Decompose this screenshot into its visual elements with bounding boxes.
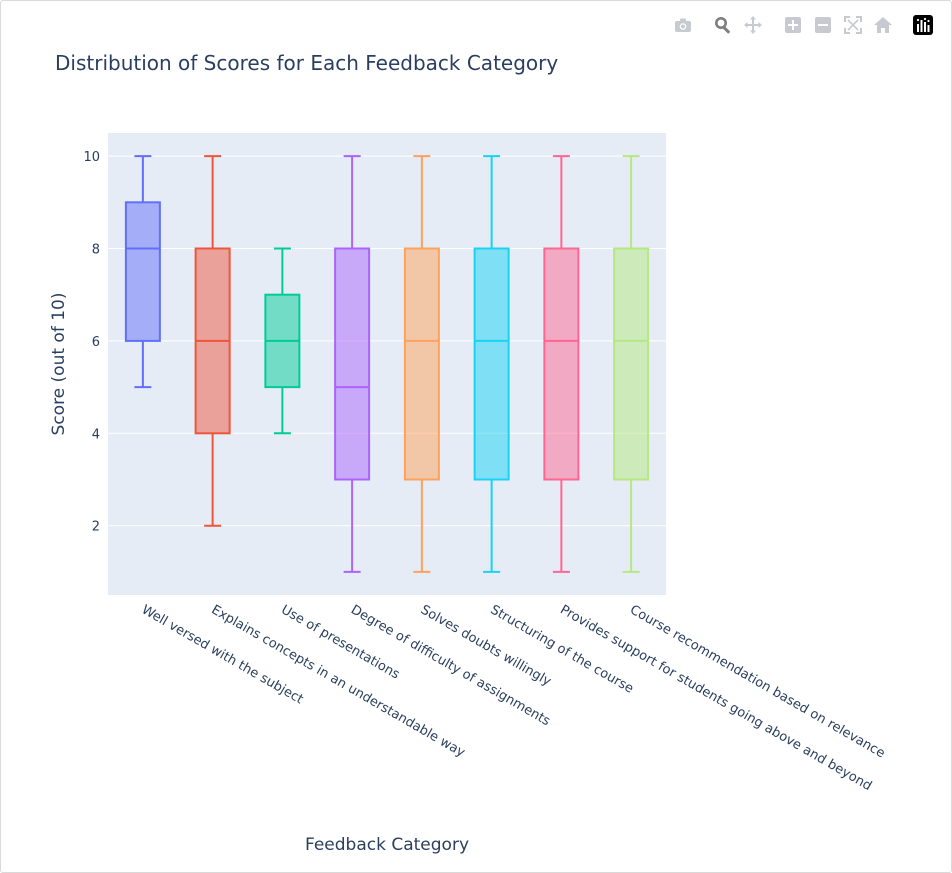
zoom-out-button[interactable] [808,12,838,38]
zoom-out-icon [815,17,831,33]
y-tick-label: 4 [92,427,100,442]
y-tick-label: 8 [92,243,100,258]
iqr-box [543,247,580,481]
x-axis-title: Feedback Category [305,835,469,855]
camera-icon [675,18,691,32]
y-axis-ticks: 2 4 6 8 10 [83,150,100,535]
pan-icon [744,16,762,34]
box-trace [543,155,580,573]
box-trace [403,155,440,573]
y-tick-label: 10 [83,150,100,165]
modebar [668,12,938,38]
box-traces [124,155,650,573]
chart-title: Distribution of Scores for Each Feedback… [55,51,558,75]
x-tick-label: Provides support for students going abov… [557,602,874,794]
box-trace [473,155,510,573]
x-tick-label: Use of presentations [278,602,402,682]
home-button[interactable] [868,12,898,38]
x-tick-label: Explains concepts in an understandable w… [209,602,468,760]
autoscale-button[interactable] [838,12,868,38]
pan-button[interactable] [738,12,768,38]
plotly-logo-icon [913,15,933,35]
camera-button[interactable] [668,12,698,38]
box-trace [124,155,161,389]
zoom-in-icon [785,17,801,33]
box-trace [334,155,371,573]
plotly-logo-button[interactable] [908,12,938,38]
iqr-box [124,201,161,342]
zoom-in-button[interactable] [778,12,808,38]
y-tick-label: 2 [92,520,100,535]
box-trace [194,155,231,527]
iqr-box [613,247,650,481]
iqr-box [473,247,510,481]
y-axis-title: Score (out of 10) [49,293,69,436]
iqr-box [403,247,440,481]
box-trace [264,247,301,435]
iqr-box [334,247,371,481]
zoom-button[interactable] [708,12,738,38]
zoom-icon [715,17,730,34]
x-tick-label: Course recommendation based on relevance [627,602,887,761]
box-trace [613,155,650,573]
home-icon [874,17,892,33]
y-tick-label: 6 [92,335,100,350]
autoscale-icon [844,16,862,34]
